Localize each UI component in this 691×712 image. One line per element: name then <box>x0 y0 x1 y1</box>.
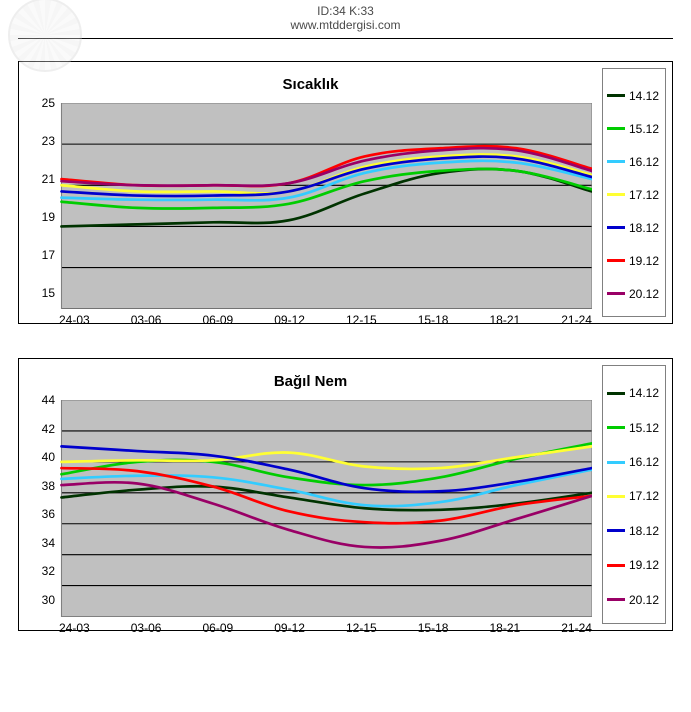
legend-swatch <box>607 598 625 601</box>
legend-label: 15.12 <box>629 421 659 435</box>
legend-item: 20.12 <box>607 287 661 301</box>
legend-label: 17.12 <box>629 489 659 503</box>
page-header: ID:34 K:33 www.mtddergisi.com <box>0 4 691 32</box>
legend-item: 19.12 <box>607 558 661 572</box>
legend-swatch <box>607 426 625 429</box>
legend-label: 14.12 <box>629 386 659 400</box>
legend-label: 18.12 <box>629 221 659 235</box>
legend-item: 15.12 <box>607 122 661 136</box>
legend-item: 14.12 <box>607 386 661 400</box>
y-axis-ticks: 151719212325 <box>29 103 59 295</box>
legend-label: 20.12 <box>629 593 659 607</box>
header-id-line: ID:34 K:33 <box>0 4 691 18</box>
chart-title: Sıcaklık <box>29 76 592 93</box>
header-url-line: www.mtddergisi.com <box>0 18 691 32</box>
legend-item: 16.12 <box>607 155 661 169</box>
legend-item: 17.12 <box>607 489 661 503</box>
legend-item: 16.12 <box>607 455 661 469</box>
x-axis-ticks: 24-0303-0606-0909-1212-1515-1818-2121-24 <box>29 313 592 327</box>
chart-frame: Sıcaklık 151719212325 24-0303-0606-0909-12… <box>18 61 673 324</box>
legend-item: 17.12 <box>607 188 661 202</box>
legend-swatch <box>607 127 625 130</box>
legend-label: 16.12 <box>629 455 659 469</box>
legend-item: 19.12 <box>607 254 661 268</box>
legend-item: 14.12 <box>607 89 661 103</box>
x-axis-ticks: 24-0303-0606-0909-1212-1515-1818-2121-24 <box>29 621 592 635</box>
legend-swatch <box>607 392 625 395</box>
legend-item: 20.12 <box>607 593 661 607</box>
legend-swatch <box>607 94 625 97</box>
legend-item: 18.12 <box>607 524 661 538</box>
legend-swatch <box>607 259 625 262</box>
chart-title: Bağıl Nem <box>29 373 592 390</box>
legend-swatch <box>607 292 625 295</box>
legend-item: 15.12 <box>607 421 661 435</box>
legend-label: 19.12 <box>629 558 659 572</box>
line-chart-plot <box>29 400 592 617</box>
y-axis-ticks: 3032343638404244 <box>29 400 59 602</box>
legend-label: 17.12 <box>629 188 659 202</box>
chart-frame: Bağıl Nem303234363840424424-0303-0606-09… <box>18 358 673 631</box>
legend-swatch <box>607 193 625 196</box>
legend-swatch <box>607 529 625 532</box>
legend-swatch <box>607 495 625 498</box>
legend-swatch <box>607 564 625 567</box>
line-chart-plot <box>29 103 592 309</box>
legend-label: 14.12 <box>629 89 659 103</box>
chart-legend: 14.12 15.12 16.12 17.12 18.12 19.12 20.12 <box>602 68 666 317</box>
legend-swatch <box>607 461 625 464</box>
legend-label: 15.12 <box>629 122 659 136</box>
legend-swatch <box>607 226 625 229</box>
header-rule <box>18 38 673 39</box>
legend-label: 19.12 <box>629 254 659 268</box>
legend-item: 18.12 <box>607 221 661 235</box>
legend-swatch <box>607 160 625 163</box>
legend-label: 18.12 <box>629 524 659 538</box>
chart-legend: 14.12 15.12 16.12 17.12 18.12 19.12 20.12 <box>602 365 666 624</box>
legend-label: 16.12 <box>629 155 659 169</box>
legend-label: 20.12 <box>629 287 659 301</box>
